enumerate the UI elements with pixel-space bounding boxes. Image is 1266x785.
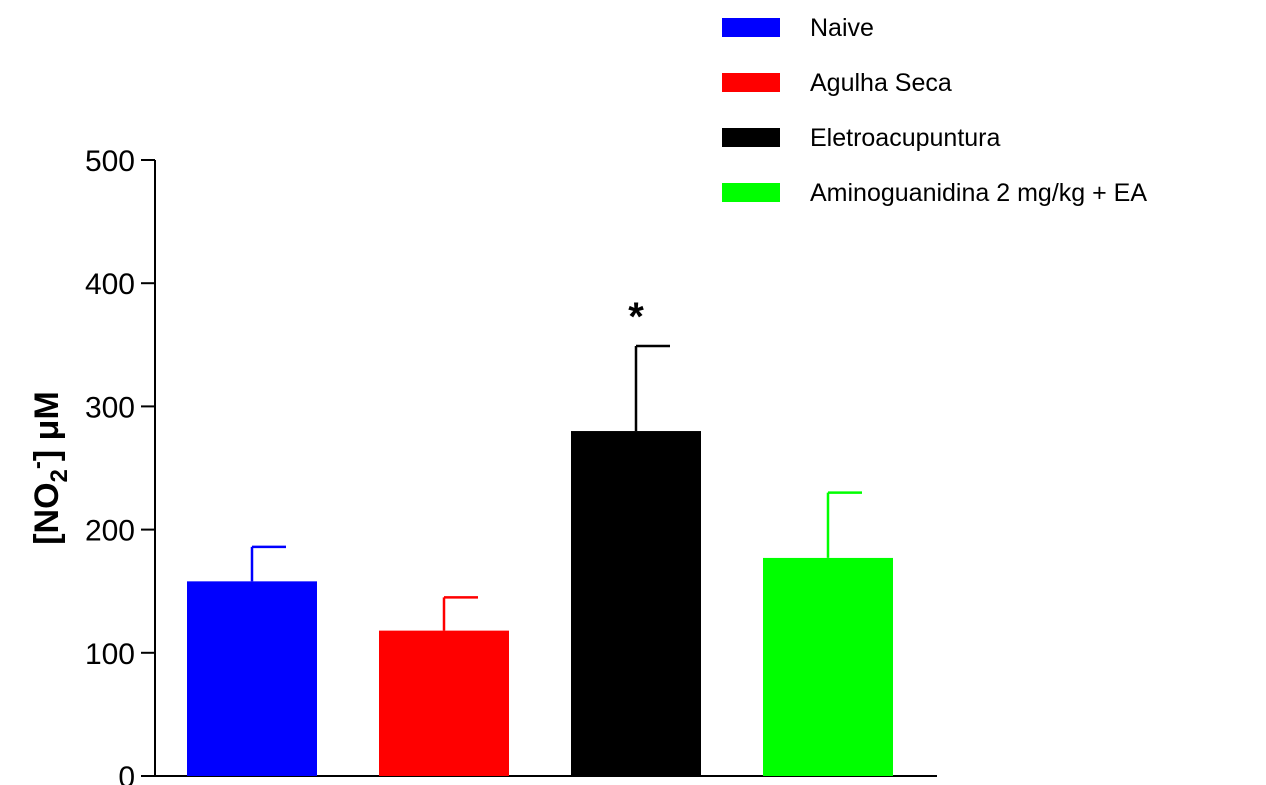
y-axis-label-group: [NO2-] μM: [24, 391, 73, 545]
legend: Naive Agulha Seca Eletroacupuntura Aminogua…: [722, 14, 1147, 207]
legend-label: Aminoguanidina 2 mg/kg + EA: [810, 179, 1147, 207]
significance-marker: *: [628, 295, 644, 339]
legend-label: Naive: [810, 14, 874, 42]
legend-swatch: [722, 18, 780, 37]
legend-label: Agulha Seca: [810, 69, 952, 97]
bars: *: [187, 295, 893, 776]
y-axis-label-text: [NO2-] μM: [24, 391, 73, 545]
y-tick-label: 300: [85, 391, 135, 424]
y-tick-label: 200: [85, 515, 135, 548]
y-axis-label: [NO2-] μM: [24, 391, 73, 545]
y-tick-label: 500: [85, 145, 135, 178]
legend-swatch: [722, 183, 780, 202]
y-tick-label: 100: [85, 638, 135, 671]
bar: [187, 581, 317, 776]
bar: [379, 630, 509, 776]
y-tick-label: 400: [85, 268, 135, 301]
bar: [571, 431, 701, 776]
legend-swatch: [722, 128, 780, 147]
legend-swatch: [722, 73, 780, 92]
legend-label: Eletroacupuntura: [810, 124, 1001, 152]
bar: [763, 557, 893, 776]
y-tick-label: 0: [118, 761, 135, 785]
